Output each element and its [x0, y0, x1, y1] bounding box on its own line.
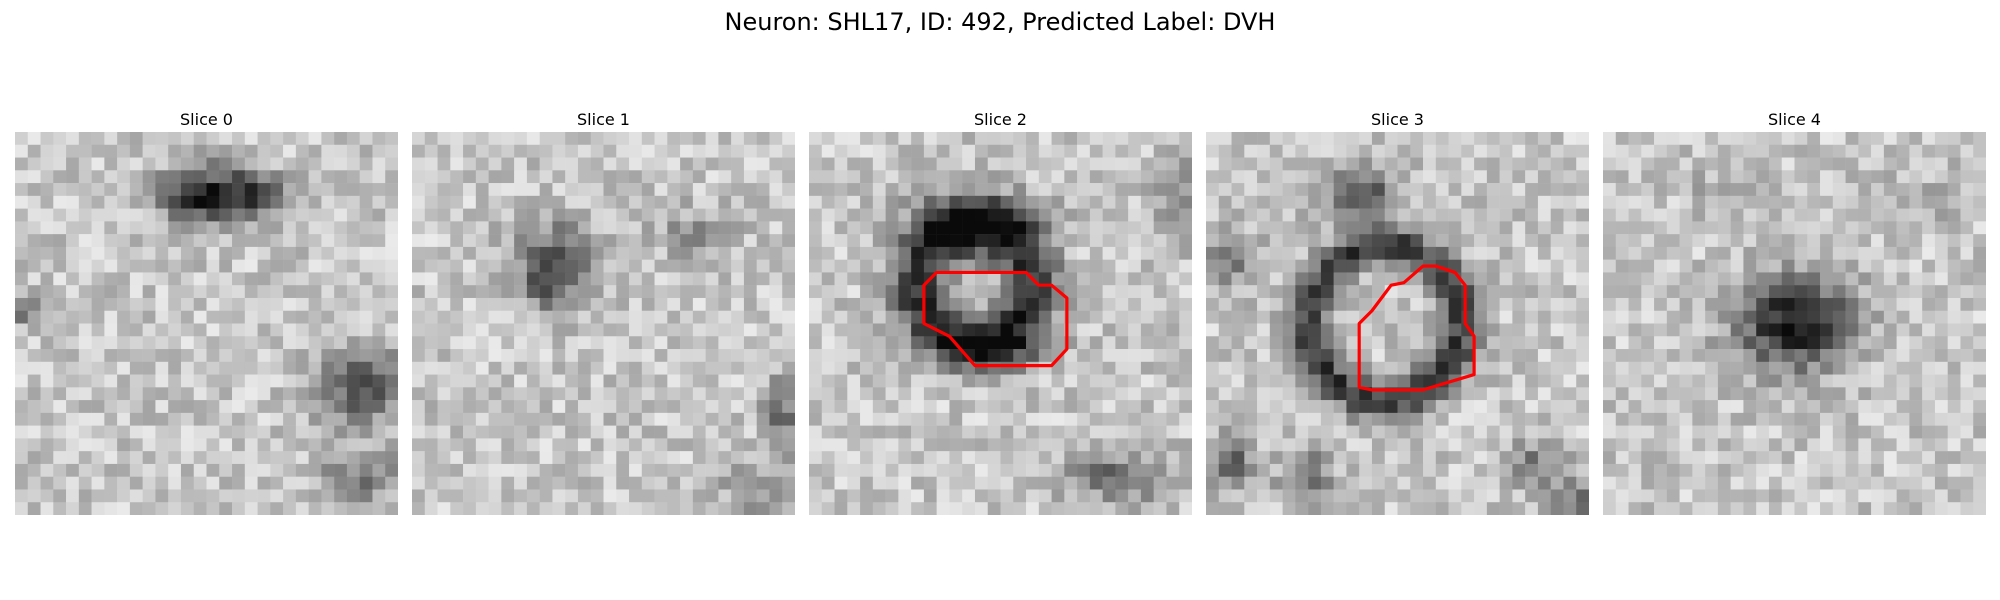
slice-0-panel: Slice 0 [15, 108, 398, 515]
slice-3-panel: Slice 3 [1206, 108, 1589, 515]
slice-4-panel: Slice 4 [1603, 108, 1986, 515]
slice-1-title: Slice 1 [412, 108, 795, 132]
slice-3-image [1206, 132, 1589, 515]
slice-2-title: Slice 2 [809, 108, 1192, 132]
slice-1-image [412, 132, 795, 515]
slice-1-panel: Slice 1 [412, 108, 795, 515]
slice-0-title: Slice 0 [15, 108, 398, 132]
slice-4-title: Slice 4 [1603, 108, 1986, 132]
slice-2-panel: Slice 2 [809, 108, 1192, 515]
slice-4-image [1603, 132, 1986, 515]
slice-0-image [15, 132, 398, 515]
figure-title: Neuron: SHL17, ID: 492, Predicted Label:… [0, 8, 2000, 36]
slice-3-title: Slice 3 [1206, 108, 1589, 132]
slice-2-image [809, 132, 1192, 515]
